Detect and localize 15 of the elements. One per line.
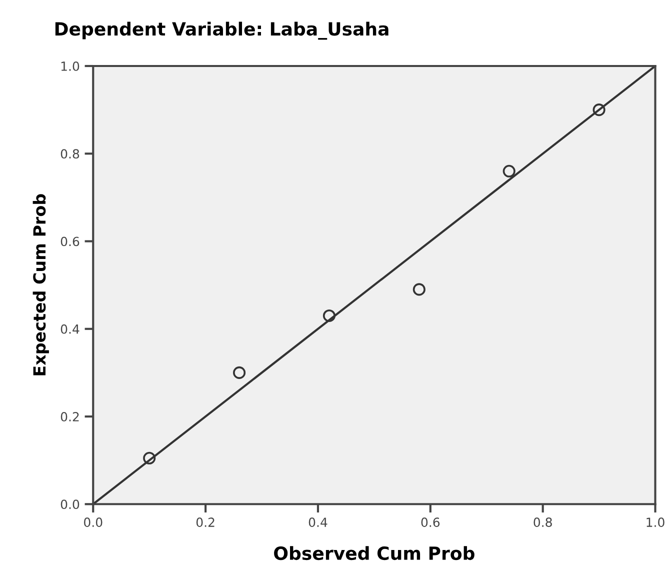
y-tick-label: 0.2 xyxy=(60,412,79,422)
x-tick-label: 0.6 xyxy=(421,518,440,528)
y-tick-label: 0.4 xyxy=(60,324,80,334)
chart-title: Dependent Variable: Laba_Usaha xyxy=(55,22,388,40)
x-tick-label: 0.0 xyxy=(84,518,102,528)
x-tick-label: 1.0 xyxy=(646,518,664,528)
x-tick-label: 0.2 xyxy=(196,518,214,528)
y-tick-label: 0.0 xyxy=(60,500,80,510)
y-tick-label: 0.6 xyxy=(60,236,80,246)
x-tick-label: 0.8 xyxy=(534,518,552,528)
y-axis-title: Expected Cum Prob xyxy=(32,194,49,376)
x-tick-label: 0.4 xyxy=(308,518,328,528)
y-tick-label: 1.0 xyxy=(61,61,80,71)
x-axis-title: Observed Cum Prob xyxy=(274,546,474,560)
y-tick-label: 0.8 xyxy=(60,149,80,159)
